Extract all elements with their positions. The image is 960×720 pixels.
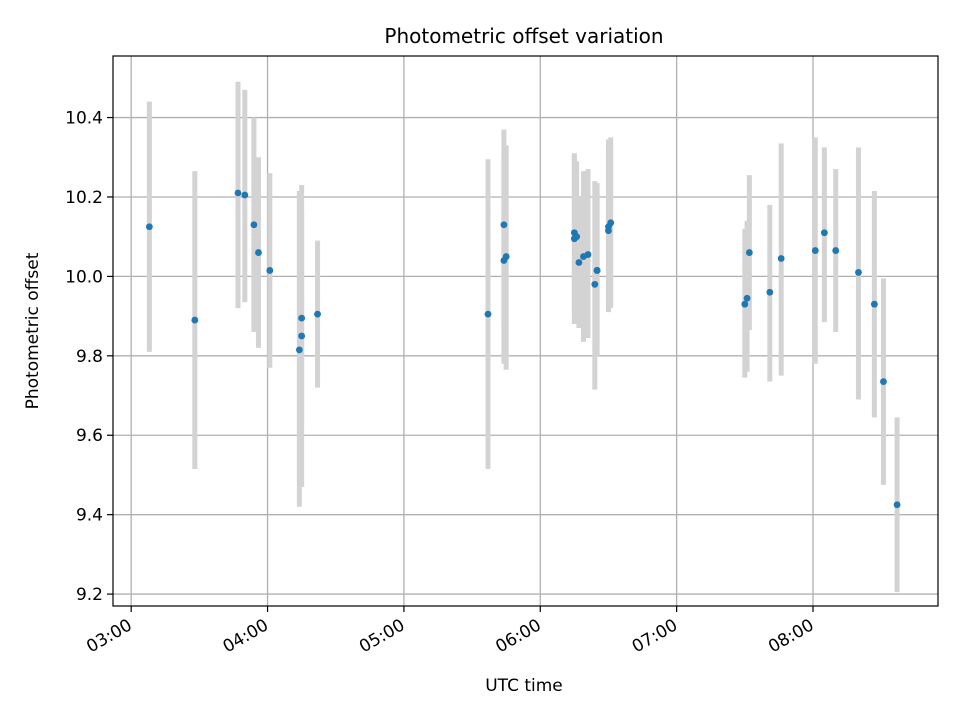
chart-title: Photometric offset variation [384, 24, 663, 48]
data-point [250, 221, 258, 229]
x-axis-label: UTC time [485, 676, 563, 696]
data-point [743, 294, 751, 302]
y-tick-label: 9.8 [76, 347, 103, 367]
data-point [266, 267, 274, 274]
x-tick-label: 04:00 [220, 615, 272, 657]
data-point [314, 310, 321, 318]
error-bars [146, 81, 900, 593]
y-tick-label: 10.2 [65, 188, 103, 208]
data-point [584, 251, 592, 258]
data-point [502, 253, 510, 260]
y-axis-ticks: 9.2 9.4 9.6 9.8 10.0 10.2 10.4 [65, 109, 113, 605]
data-point [298, 314, 306, 322]
data-point [820, 229, 828, 237]
y-tick-label: 9.4 [76, 506, 103, 526]
data-point [295, 346, 303, 354]
data-point [298, 332, 306, 340]
data-point [832, 247, 840, 254]
data-point [573, 233, 581, 241]
x-tick-label: 03:00 [83, 615, 135, 657]
x-tick-label: 06:00 [492, 615, 544, 657]
data-point [575, 259, 583, 266]
data-point [855, 269, 862, 276]
x-axis-ticks: 03:00 04:00 05:00 06:00 07:00 08:00 [83, 606, 818, 657]
data-point [607, 219, 615, 227]
data-point [741, 300, 749, 308]
y-tick-label: 10.4 [65, 109, 103, 129]
data-point [870, 300, 878, 308]
y-tick-label: 10.0 [65, 267, 103, 287]
data-point [811, 247, 819, 254]
x-tick-label: 08:00 [765, 615, 817, 657]
x-tick-label: 07:00 [629, 615, 681, 657]
data-point [893, 501, 901, 509]
y-axis-label: Photometric offset [23, 252, 43, 409]
data-point [255, 249, 262, 256]
data-point [500, 221, 508, 229]
data-point [745, 249, 753, 256]
data-point [591, 280, 599, 288]
data-point [241, 191, 249, 199]
data-point [777, 255, 785, 262]
data-point [484, 310, 492, 318]
y-tick-label: 9.6 [76, 426, 103, 446]
x-tick-label: 05:00 [356, 615, 408, 657]
data-point [191, 316, 199, 324]
data-point [880, 378, 887, 386]
data-point [234, 189, 242, 197]
plot-frame [112, 55, 939, 607]
data-points [145, 189, 901, 509]
data-point [766, 288, 774, 296]
data-point [145, 223, 153, 231]
data-point [593, 267, 601, 274]
y-tick-label: 9.2 [76, 585, 103, 605]
